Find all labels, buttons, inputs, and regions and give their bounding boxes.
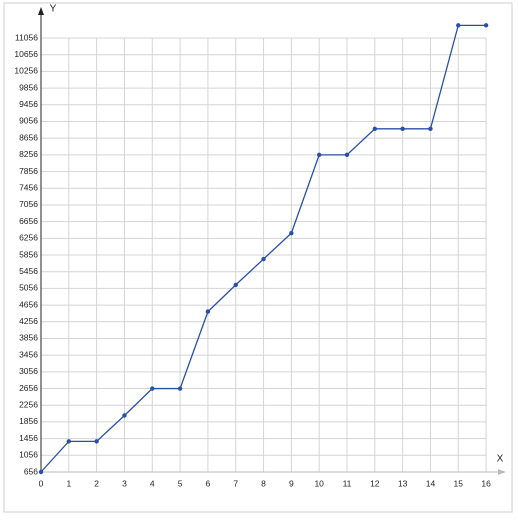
y-tick-label: 3856 [19, 333, 38, 343]
x-tick-label: 0 [39, 478, 44, 488]
y-tick-label: 7856 [19, 166, 38, 176]
y-tick-label: 3056 [19, 366, 38, 376]
data-point [372, 126, 378, 132]
x-tick-label: 10 [314, 478, 324, 488]
data-point [289, 230, 294, 236]
y-tick-label: 9456 [19, 99, 38, 109]
y-tick-label: 6656 [19, 216, 38, 226]
data-point [428, 126, 433, 132]
data-point [205, 309, 211, 314]
data-point [66, 439, 72, 444]
y-tick-label: 1056 [19, 450, 38, 460]
x-tick-label: 1 [66, 478, 71, 488]
y-tick-label: 7056 [19, 199, 38, 209]
x-tick-label: 11 [343, 478, 352, 488]
y-tick-label: 656 [24, 466, 38, 476]
y-tick-label: 5056 [19, 283, 38, 293]
x-tick-label: 4 [150, 478, 155, 488]
y-tick-label: 9056 [19, 116, 38, 126]
y-tick-label: 7456 [19, 183, 38, 193]
x-tick-label: 2 [94, 478, 99, 488]
y-tick-label: 8256 [19, 149, 38, 159]
data-point [233, 282, 238, 288]
y-tick-label: 11056 [15, 32, 38, 42]
frame [3, 2, 513, 513]
data-point [483, 23, 489, 28]
x-tick-label: 7 [233, 478, 238, 488]
x-tick-label: 3 [122, 478, 127, 488]
x-tick-label: 16 [481, 478, 491, 488]
y-tick-label: 1856 [19, 416, 38, 426]
x-tick-label: 6 [206, 478, 211, 488]
y-axis-label: Y [50, 4, 57, 15]
data-point [344, 152, 350, 158]
data-point [94, 439, 99, 444]
y-tick-label: 2256 [19, 399, 38, 409]
y-tick-label: 4256 [19, 316, 38, 326]
x-tick-label: 12 [370, 478, 380, 488]
y-tick-label: 1456 [19, 433, 38, 443]
data-point [261, 256, 266, 262]
y-tick-label: 9856 [19, 82, 38, 92]
y-tick-label: 5856 [19, 249, 38, 259]
x-tick-label: 9 [289, 478, 294, 488]
x-axis-label: X [497, 454, 504, 465]
y-tick-label: 6256 [19, 233, 38, 243]
y-tick-label: 3456 [19, 349, 38, 359]
y-axis-arrow [38, 7, 44, 15]
data-point [150, 386, 155, 391]
data-point [177, 386, 183, 391]
y-tick-label: 5456 [19, 266, 38, 276]
y-tick-label: 10256 [14, 66, 38, 76]
y-tick-label: 2656 [19, 383, 38, 393]
y-tick-label: 4656 [19, 299, 38, 309]
data-point [122, 413, 127, 418]
x-axis-arrow [498, 469, 506, 475]
x-tick-label: 13 [398, 478, 408, 488]
x-tick-label: 8 [261, 478, 266, 488]
data-point [456, 23, 461, 28]
y-tick-label: 10656 [14, 49, 38, 59]
data-point [316, 152, 322, 158]
data-point [38, 469, 44, 475]
x-tick-label: 14 [426, 478, 436, 488]
x-tick-label: 5 [178, 478, 183, 488]
y-tick-label: 8656 [19, 132, 38, 142]
x-tick-label: 15 [454, 478, 464, 488]
data-point [400, 126, 405, 132]
